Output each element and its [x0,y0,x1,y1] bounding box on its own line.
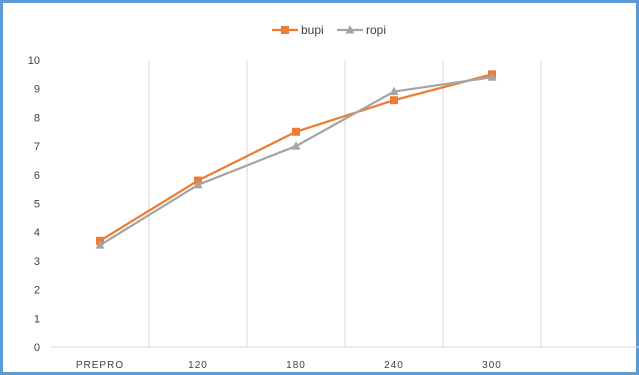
data-point-ropi [389,86,399,96]
y-tick-label: 7 [34,141,40,153]
y-tick-label: 1 [34,313,40,325]
y-tick-label: 9 [34,84,40,96]
x-tick-label: PREPRO [76,360,124,371]
x-tick-label: 300 [482,360,502,371]
legend-label-ropi: ropi [366,23,386,37]
y-tick-label: 2 [34,285,40,297]
legend-label-bupi: bupi [301,23,324,37]
data-point-bupi [390,96,398,105]
data-point-ropi [95,240,105,249]
y-tick-label: 10 [28,55,40,67]
series-line-ropi [99,76,493,247]
legend-marker-bupi [281,26,289,34]
x-tick-label: 240 [384,360,404,371]
legend-marker-ropi [345,25,355,34]
y-tick-label: 0 [34,342,40,354]
y-tick-label: 3 [34,256,40,268]
data-point-ropi [291,141,301,150]
line-chart: 0 1 2 3 4 5 6 7 8 9 10 PREPRO 120 180 240 300 bupi ropi [28,23,639,371]
y-tick-label: 6 [34,170,40,182]
x-tick-label: 120 [188,360,208,371]
y-tick-label: 8 [34,112,40,124]
series-line-bupi [99,73,493,242]
data-point-ropi [487,72,497,81]
data-point-bupi [292,127,300,136]
y-tick-label: 4 [34,227,40,239]
y-tick-label: 5 [34,199,40,211]
data-point-ropi [193,179,203,189]
x-tick-label: 180 [286,360,306,371]
